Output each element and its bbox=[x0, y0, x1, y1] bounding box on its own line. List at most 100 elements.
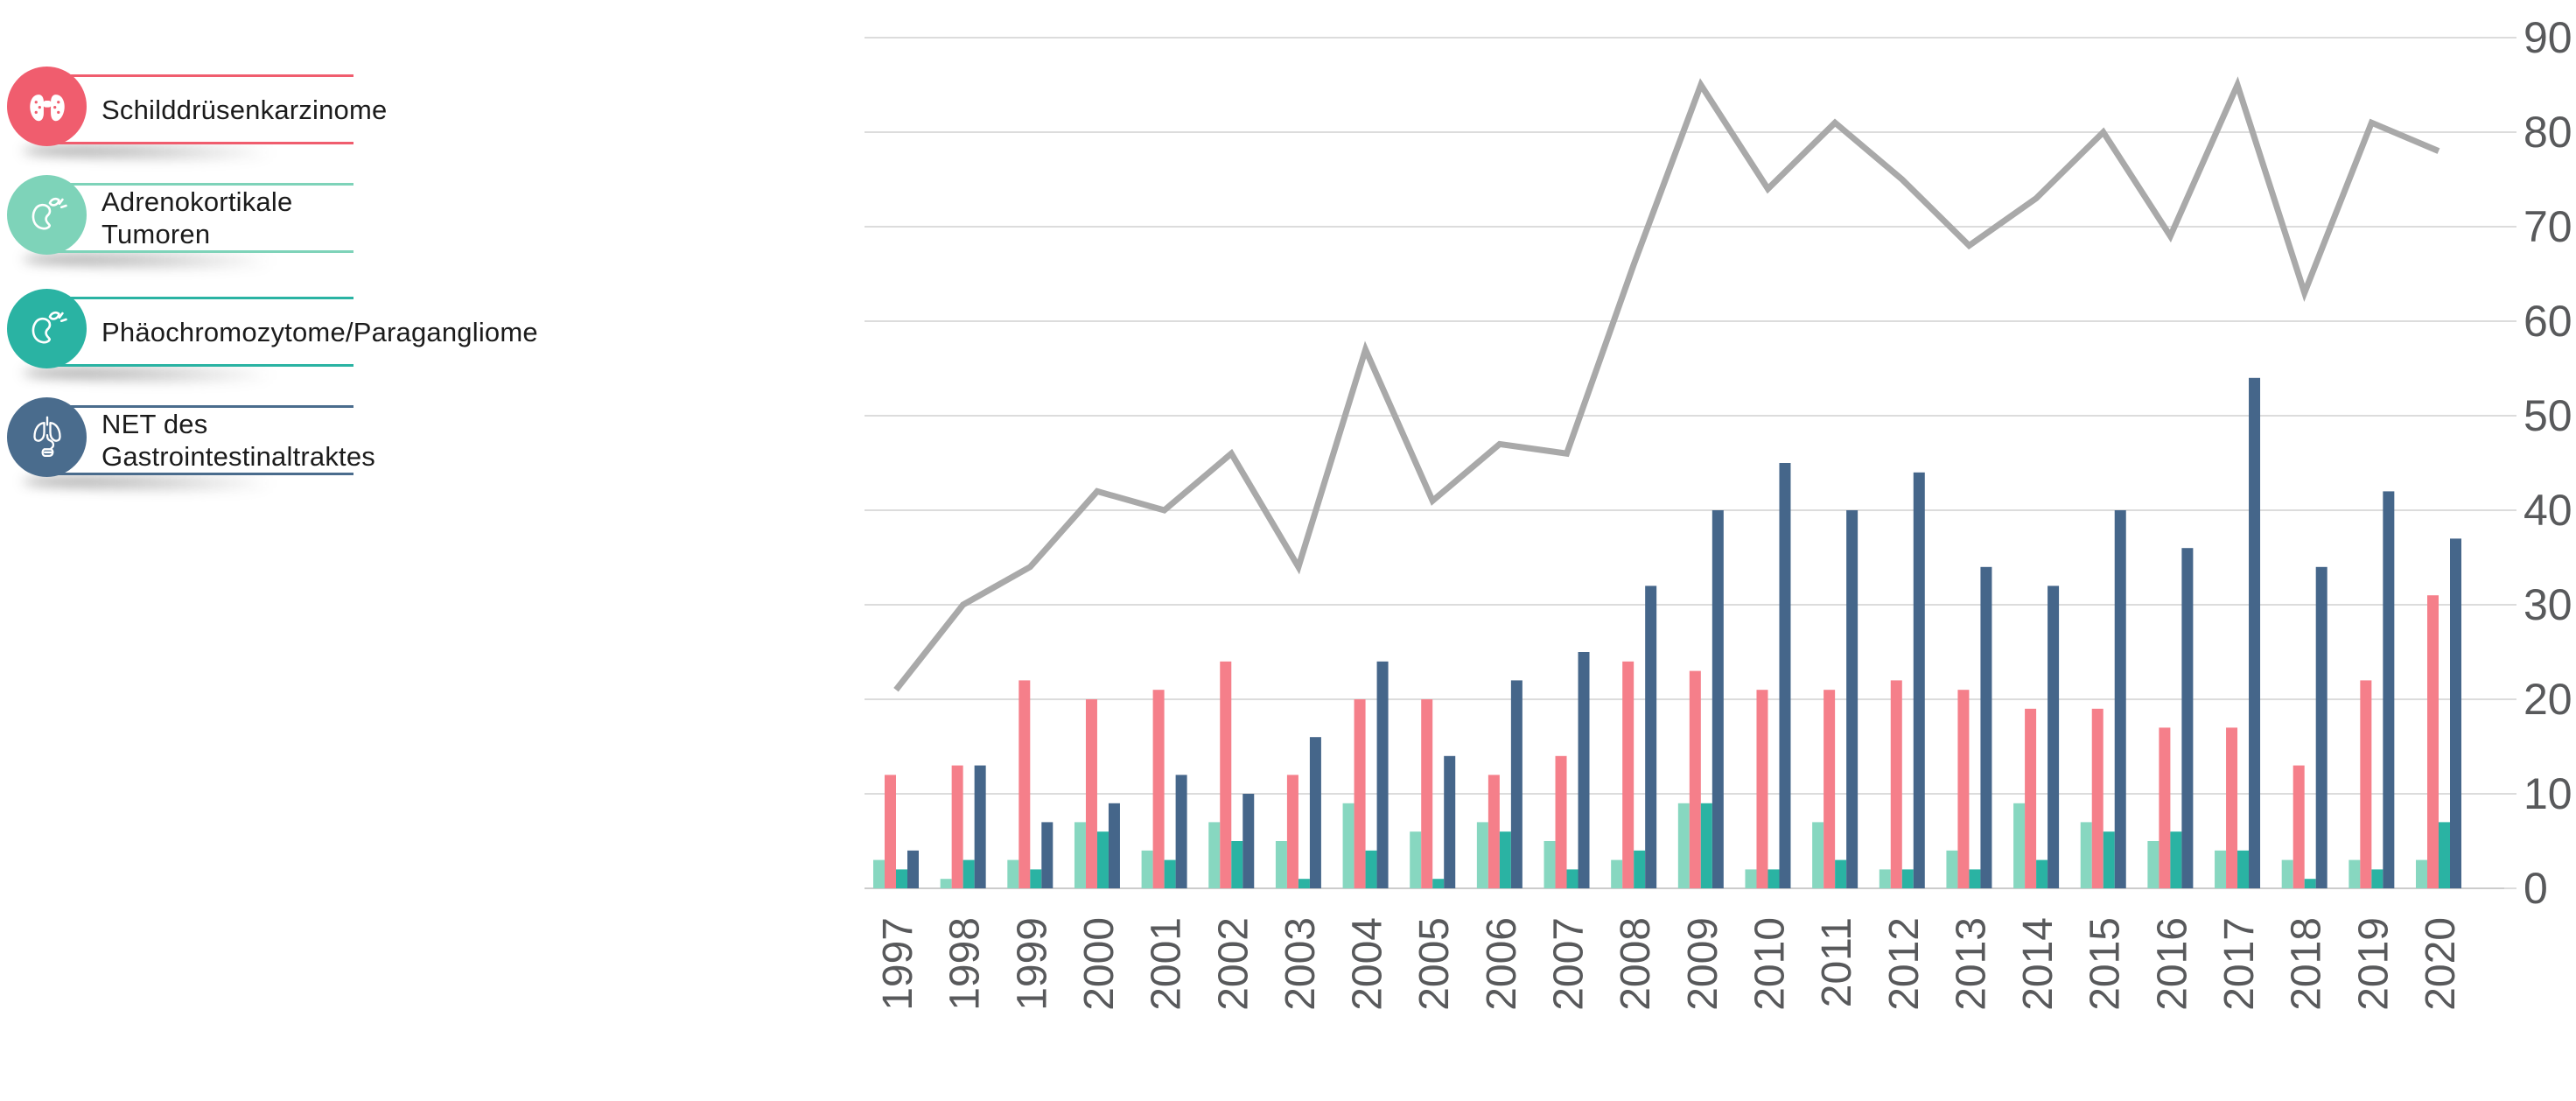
bar-adrenokortikale-tumoren-2007 bbox=[1544, 841, 1556, 888]
adrenal-gland-icon bbox=[7, 175, 87, 255]
x-tick-label-2013: 2013 bbox=[1948, 917, 1994, 1011]
x-tick-label-2018: 2018 bbox=[2284, 917, 2330, 1011]
y-tick-label-90: 90 bbox=[2524, 13, 2572, 62]
bar-phaeochromozytome-paragangliome-1998 bbox=[962, 859, 975, 888]
bar-net-des-gastrointestinaltraktes-2001 bbox=[1175, 775, 1187, 888]
x-tick-label-2019: 2019 bbox=[2350, 917, 2397, 1011]
legend-label: Adrenokortikale Tumoren bbox=[102, 186, 293, 249]
bar-net-des-gastrointestinaltraktes-2003 bbox=[1309, 737, 1321, 888]
bar-net-des-gastrointestinaltraktes-2002 bbox=[1242, 794, 1255, 888]
legend-label: NET des Gastrointestinaltraktes bbox=[102, 409, 376, 472]
y-tick-label-40: 40 bbox=[2524, 486, 2572, 535]
y-tick-label-0: 0 bbox=[2524, 864, 2548, 913]
bar-adrenokortikale-tumoren-1997 bbox=[873, 859, 885, 888]
bar-net-des-gastrointestinaltraktes-2006 bbox=[1510, 680, 1522, 888]
y-tick-label-30: 30 bbox=[2524, 580, 2572, 629]
bar-phaeochromozytome-paragangliome-2016 bbox=[2170, 831, 2182, 888]
x-tick-label-2005: 2005 bbox=[1411, 917, 1458, 1011]
bar-adrenokortikale-tumoren-2018 bbox=[2281, 859, 2293, 888]
bar-phaeochromozytome-paragangliome-2011 bbox=[1835, 859, 1847, 888]
bar-phaeochromozytome-paragangliome-2005 bbox=[1432, 879, 1445, 888]
x-tick-label-2017: 2017 bbox=[2216, 917, 2263, 1011]
bar-schilddruesenkarzinome-1997 bbox=[885, 775, 896, 888]
bar-schilddruesenkarzinome-2006 bbox=[1488, 775, 1500, 888]
bar-phaeochromozytome-paragangliome-2008 bbox=[1634, 850, 1646, 888]
bar-phaeochromozytome-paragangliome-2003 bbox=[1298, 879, 1310, 888]
bar-net-des-gastrointestinaltraktes-2016 bbox=[2181, 548, 2194, 888]
bar-net-des-gastrointestinaltraktes-2018 bbox=[2315, 566, 2328, 888]
bar-schilddruesenkarzinome-2016 bbox=[2159, 727, 2171, 888]
x-tick-label-2000: 2000 bbox=[1076, 917, 1123, 1011]
bar-schilddruesenkarzinome-2003 bbox=[1286, 775, 1298, 888]
bar-schilddruesenkarzinome-2019 bbox=[2360, 680, 2372, 888]
legend-label: Schilddrüsenkarzinome bbox=[102, 94, 388, 125]
x-tick-label-2015: 2015 bbox=[2082, 917, 2129, 1011]
bar-adrenokortikale-tumoren-2020 bbox=[2416, 859, 2427, 888]
bar-schilddruesenkarzinome-2018 bbox=[2292, 765, 2305, 888]
bar-adrenokortikale-tumoren-1998 bbox=[940, 879, 952, 888]
trend-line bbox=[893, 76, 2440, 692]
legend-label: Phäochromozytome/Paragangliome bbox=[102, 316, 538, 347]
bar-schilddruesenkarzinome-2007 bbox=[1555, 755, 1567, 888]
bar-schilddruesenkarzinome-2001 bbox=[1152, 690, 1165, 888]
bar-phaeochromozytome-paragangliome-2006 bbox=[1499, 831, 1511, 888]
bar-net-des-gastrointestinaltraktes-2010 bbox=[1779, 463, 1791, 888]
bar-adrenokortikale-tumoren-1999 bbox=[1007, 859, 1019, 888]
bar-phaeochromozytome-paragangliome-2015 bbox=[2103, 831, 2115, 888]
x-tick-label-2002: 2002 bbox=[1210, 917, 1256, 1011]
x-tick-label-1998: 1998 bbox=[942, 917, 989, 1011]
bar-adrenokortikale-tumoren-2016 bbox=[2147, 841, 2160, 888]
bar-adrenokortikale-tumoren-2014 bbox=[2013, 803, 2026, 888]
bar-schilddruesenkarzinome-2010 bbox=[1756, 690, 1768, 888]
x-tick-label-1997: 1997 bbox=[875, 917, 921, 1011]
bar-schilddruesenkarzinome-2017 bbox=[2226, 727, 2238, 888]
bar-adrenokortikale-tumoren-2012 bbox=[1879, 869, 1891, 888]
bar-schilddruesenkarzinome-2008 bbox=[1622, 661, 1634, 888]
y-tick-label-50: 50 bbox=[2524, 391, 2572, 440]
bar-phaeochromozytome-paragangliome-2017 bbox=[2237, 850, 2250, 888]
bar-net-des-gastrointestinaltraktes-2008 bbox=[1645, 586, 1657, 888]
x-tick-label-2014: 2014 bbox=[2015, 917, 2062, 1011]
adrenal-gland-icon bbox=[7, 289, 87, 368]
bar-schilddruesenkarzinome-1999 bbox=[1018, 680, 1031, 888]
bar-net-des-gastrointestinaltraktes-2014 bbox=[2048, 586, 2060, 888]
bar-schilddruesenkarzinome-2014 bbox=[2025, 708, 2037, 888]
bar-phaeochromozytome-paragangliome-2000 bbox=[1096, 831, 1109, 888]
x-tick-label-2003: 2003 bbox=[1278, 917, 1324, 1011]
bar-net-des-gastrointestinaltraktes-2011 bbox=[1846, 510, 1858, 888]
legend-item-gi-tract-3: NET des Gastrointestinaltraktes bbox=[0, 397, 375, 491]
legend-label-box: Adrenokortikale Tumoren bbox=[46, 183, 354, 253]
bar-phaeochromozytome-paragangliome-2020 bbox=[2439, 822, 2450, 888]
bar-net-des-gastrointestinaltraktes-2013 bbox=[1980, 566, 1992, 888]
x-tick-label-2016: 2016 bbox=[2149, 917, 2195, 1011]
bar-net-des-gastrointestinaltraktes-2000 bbox=[1108, 803, 1120, 888]
legend-item-thyroid-0: Schilddrüsenkarzinome bbox=[0, 67, 387, 160]
bar-phaeochromozytome-paragangliome-2007 bbox=[1566, 869, 1578, 888]
x-tick-label-2008: 2008 bbox=[1613, 917, 1659, 1011]
bar-adrenokortikale-tumoren-2008 bbox=[1611, 859, 1623, 888]
y-tick-label-70: 70 bbox=[2524, 202, 2572, 251]
y-tick-label-80: 80 bbox=[2524, 108, 2572, 157]
bar-schilddruesenkarzinome-2004 bbox=[1354, 699, 1366, 888]
bar-phaeochromozytome-paragangliome-2012 bbox=[1901, 869, 1914, 888]
bar-net-des-gastrointestinaltraktes-2019 bbox=[2383, 491, 2395, 888]
bar-schilddruesenkarzinome-2020 bbox=[2427, 595, 2439, 888]
bar-adrenokortikale-tumoren-2010 bbox=[1745, 869, 1757, 888]
bar-schilddruesenkarzinome-2013 bbox=[1957, 690, 1970, 888]
bar-schilddruesenkarzinome-2000 bbox=[1085, 699, 1097, 888]
bar-phaeochromozytome-paragangliome-1997 bbox=[896, 869, 907, 888]
bar-phaeochromozytome-paragangliome-1999 bbox=[1030, 869, 1042, 888]
bar-phaeochromozytome-paragangliome-2019 bbox=[2371, 869, 2384, 888]
x-tick-label-2007: 2007 bbox=[1546, 917, 1592, 1011]
bar-phaeochromozytome-paragangliome-2002 bbox=[1231, 841, 1243, 888]
bar-net-des-gastrointestinaltraktes-2017 bbox=[2249, 377, 2261, 888]
bar-phaeochromozytome-paragangliome-2001 bbox=[1164, 859, 1176, 888]
bar-schilddruesenkarzinome-2002 bbox=[1220, 661, 1232, 888]
bar-adrenokortikale-tumoren-2017 bbox=[2215, 850, 2227, 888]
x-tick-label-2001: 2001 bbox=[1144, 917, 1190, 1011]
gi-tract-icon bbox=[7, 397, 87, 477]
legend-item-adrenal-gland-2: Phäochromozytome/Paragangliome bbox=[0, 289, 538, 382]
bar-schilddruesenkarzinome-2011 bbox=[1824, 690, 1836, 888]
